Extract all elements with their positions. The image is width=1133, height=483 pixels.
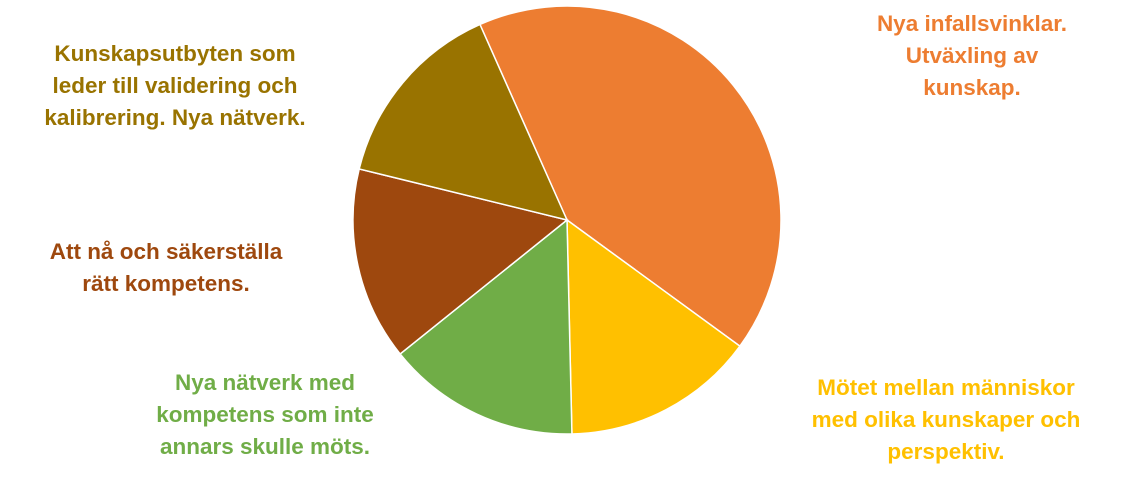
slice-label-line: leder till validering och (52, 73, 298, 98)
slice-label-line: Nya nätverk med (174, 370, 356, 395)
slice-label-line: kunskap. (923, 75, 1021, 100)
pie-slice-2 (399, 218, 573, 435)
pie-slice-4 (358, 23, 569, 222)
slice-label-line: Utväxling av (905, 43, 1039, 68)
slice-label-kunskapsutbyten: Kunskapsutbyten som leder till validerin… (0, 38, 350, 134)
slice-label-nya-infallsvinklar: Nya infallsvinklar. Utväxling av kunskap… (822, 8, 1122, 104)
slice-label-motet-mellan-manniskor: Mötet mellan människor med olika kunskap… (750, 372, 1133, 468)
slice-label-line: annars skulle möts. (159, 434, 371, 459)
slice-label-line: Nya infallsvinklar. (876, 11, 1068, 36)
slice-label-nya-natverk-med-kompetens: Nya nätverk med kompetens som inte annar… (105, 367, 425, 463)
slice-label-line: Kunskapsutbyten som (54, 41, 296, 66)
slice-label-line: perspektiv. (887, 439, 1005, 464)
slice-label-line: med olika kunskaper och (811, 407, 1081, 432)
slice-label-line: Mötet mellan människor (817, 375, 1075, 400)
slice-label-line: rätt kompetens. (82, 271, 250, 296)
pie-slice-0 (478, 5, 782, 348)
pie-slice-1 (566, 218, 741, 435)
pie-slice-3 (352, 168, 569, 356)
slice-label-line: kalibrering. Nya nätverk. (44, 105, 306, 130)
slice-label-line: kompetens som inte (156, 402, 374, 427)
slice-label-line: Att nå och säkerställa (49, 239, 283, 264)
pie-slices (352, 5, 782, 435)
slice-label-att-na-och-sakerstalla: Att nå och säkerställa rätt kompetens. (0, 236, 332, 300)
